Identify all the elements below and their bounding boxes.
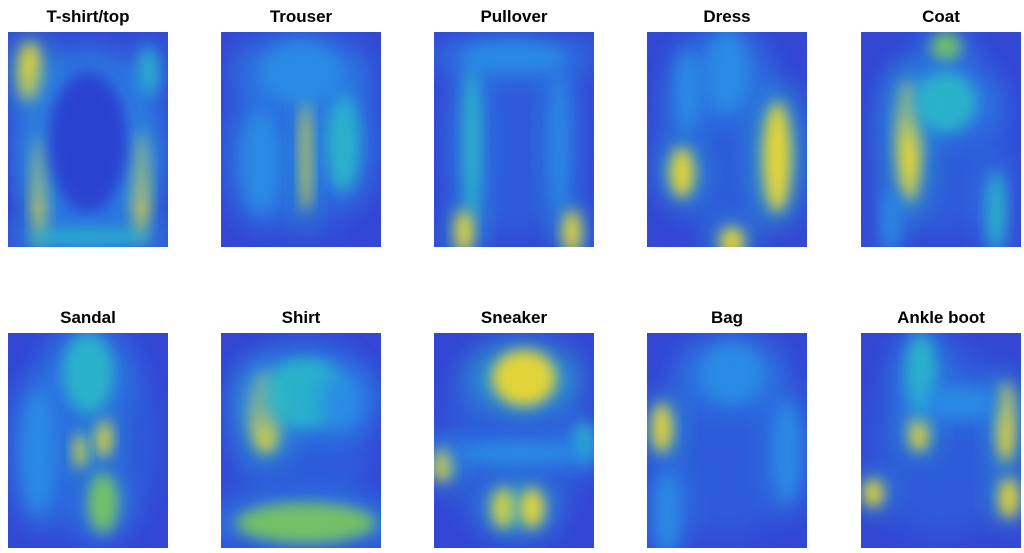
heatmap-blob [492,350,556,406]
figure: T-shirt/top Trouser Pullover Dress Coat Sanda… [0,0,1024,553]
heatmap-blob [655,473,679,553]
panel-title: T-shirt/top [46,7,129,26]
heatmap-image [411,333,627,548]
heatmap-blob [563,210,581,254]
panel-title: Coat [922,7,960,26]
heatmap-blob [916,72,976,132]
heatmap-blob [931,388,991,418]
panel: Bag [644,308,809,553]
heatmap-blob [455,210,473,254]
panel-title: Trouser [270,7,333,26]
heatmap-blob [73,433,87,469]
heatmap-image [855,321,1024,548]
heatmap-blob [702,343,762,403]
heatmap-blob [96,418,112,458]
heatmap-blob [652,403,672,453]
heatmap-blob [551,72,567,212]
heatmap-blob [463,62,481,222]
panel: Shirt [180,308,432,549]
panel: T-shirt/top [0,7,196,264]
panel-title: Shirt [282,308,321,327]
heatmap-blob [987,172,1005,252]
heatmap-image [647,20,807,262]
heatmap-blob [48,72,128,212]
heatmap-blob [261,42,341,102]
panel: Coat [861,7,1021,264]
panel: Sneaker [411,308,627,548]
panel: Dress [647,7,807,262]
heatmap-image [424,32,604,261]
heatmap-blob [520,488,544,528]
heatmap-blob [464,42,564,72]
heatmap-blob [775,403,799,503]
panel-title: Sandal [60,308,116,327]
heatmap-blob [677,52,697,132]
heatmap-image [861,28,1021,265]
panel: Trouser [221,7,381,247]
heatmap-blob [999,478,1019,518]
panel-title: Dress [703,7,750,26]
heatmap-blob [326,378,356,428]
heatmap-blob [670,147,694,197]
panel-title: Bag [711,308,743,327]
panel: Pullover [424,7,604,261]
heatmap-blob [931,32,961,62]
heatmap-blob [883,192,899,252]
heatmap-blob [720,227,744,257]
heatmap-blob [243,112,279,212]
heatmap-image [644,333,809,553]
heatmap-blob [863,479,883,507]
heatmap-image [0,32,196,264]
heatmap-blob [236,503,376,543]
heatmap-blob [88,473,118,533]
panel-title: Pullover [480,7,547,26]
heatmap-blob [459,443,579,463]
heatmap-blob [707,32,747,112]
heatmap-blob [63,333,113,413]
panel: Ankle boot [855,308,1024,548]
panel-title: Ankle boot [897,308,985,327]
heatmap-image [8,321,168,548]
panel-title: Sneaker [481,308,548,327]
panel: Sandal [8,308,168,548]
heatmap-image [180,333,432,549]
heatmap-blob [763,102,791,212]
heatmap-blob [23,393,53,513]
heatmap-image [221,32,381,247]
